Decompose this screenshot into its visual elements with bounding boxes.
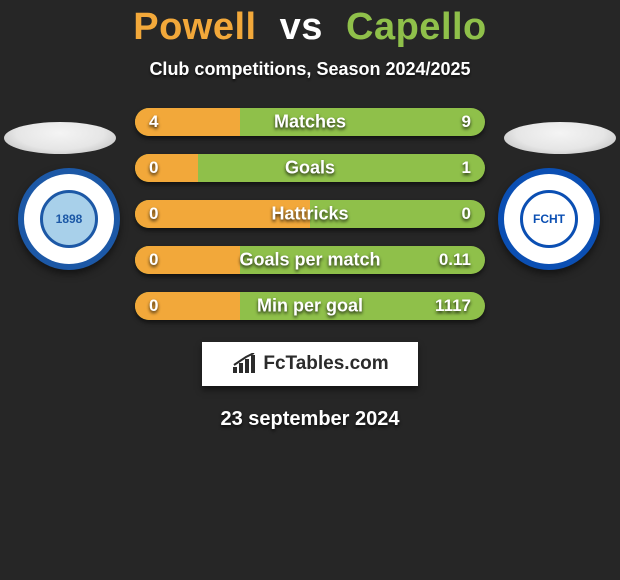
player2-club-badge: FCHT bbox=[498, 168, 600, 270]
stat-value-left: 0 bbox=[149, 158, 158, 178]
stat-label: Matches bbox=[274, 112, 346, 133]
brand-box: FcTables.com bbox=[202, 342, 418, 386]
stat-value-left: 4 bbox=[149, 112, 158, 132]
stat-bar: 4 9 Matches bbox=[135, 108, 485, 136]
date-label: 23 september 2024 bbox=[0, 408, 620, 431]
player1-portrait-oval bbox=[4, 122, 116, 154]
stat-bar: 0 1 Goals bbox=[135, 154, 485, 182]
player2-name: Capello bbox=[346, 6, 487, 48]
fctables-logo-icon bbox=[231, 353, 257, 375]
player2-portrait-oval bbox=[504, 122, 616, 154]
stat-value-right: 0.11 bbox=[439, 250, 471, 270]
club-badge-center: FCHT bbox=[520, 190, 578, 248]
stat-value-right: 9 bbox=[462, 112, 471, 132]
stat-value-right: 0 bbox=[462, 204, 471, 224]
vs-label: vs bbox=[280, 6, 323, 48]
subtitle: Club competitions, Season 2024/2025 bbox=[0, 59, 620, 80]
stat-label: Goals bbox=[285, 158, 335, 179]
comparison-title: Powell vs Capello bbox=[0, 6, 620, 49]
stat-value-right: 1117 bbox=[435, 296, 471, 316]
player1-name: Powell bbox=[133, 6, 256, 48]
stat-value-left: 0 bbox=[149, 250, 158, 270]
stat-bar-fill bbox=[135, 154, 198, 182]
club-badge-ring: FCHT bbox=[504, 174, 594, 264]
stat-label: Goals per match bbox=[239, 250, 380, 271]
comparison-content: 1898 FCHT 4 9 Matches 0 1 Goals 0 0 Hattricks 0 0.… bbox=[0, 108, 620, 320]
stat-label: Min per goal bbox=[257, 296, 363, 317]
comparison-bars: 4 9 Matches 0 1 Goals 0 0 Hattricks 0 0.11 Goals pe… bbox=[135, 108, 485, 320]
stat-bar: 0 1117 Min per goal bbox=[135, 292, 485, 320]
club-badge-acronym: FCHT bbox=[533, 213, 565, 226]
brand-text: FcTables.com bbox=[263, 353, 388, 375]
stat-bar: 0 0 Hattricks bbox=[135, 200, 485, 228]
stat-value-left: 0 bbox=[149, 296, 158, 316]
stat-bar: 0 0.11 Goals per match bbox=[135, 246, 485, 274]
club-badge-year: 1898 bbox=[56, 213, 83, 226]
stat-label: Hattricks bbox=[271, 204, 348, 225]
club-badge-ring: 1898 bbox=[24, 174, 114, 264]
player1-club-badge: 1898 bbox=[18, 168, 120, 270]
stat-value-left: 0 bbox=[149, 204, 158, 224]
stat-value-right: 1 bbox=[462, 158, 471, 178]
club-badge-center: 1898 bbox=[40, 190, 98, 248]
